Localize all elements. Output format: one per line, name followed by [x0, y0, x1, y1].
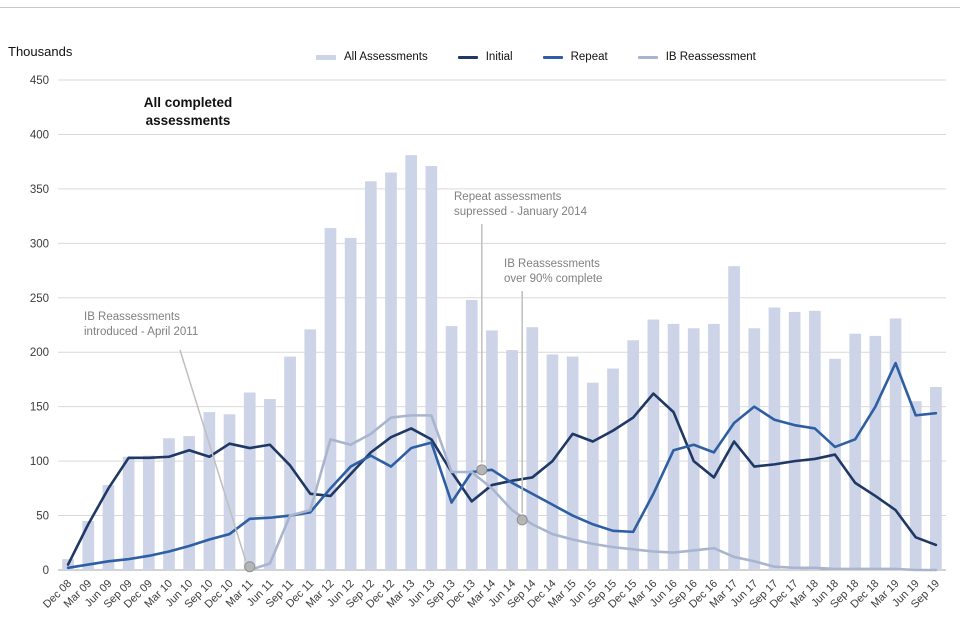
bar — [385, 172, 397, 571]
bar — [708, 323, 720, 570]
annotation-dot-ib-complete — [516, 514, 528, 526]
chart-legend: All Assessments Initial Repeat IB Reasse… — [316, 51, 756, 63]
legend-item-ib-reassessment: IB Reassessment — [637, 51, 756, 63]
bar — [243, 392, 256, 570]
annotation-all-completed-assessments: All completed assessments — [143, 95, 233, 128]
bar — [223, 414, 236, 570]
bar — [82, 521, 95, 570]
bar — [486, 330, 498, 570]
bar — [829, 358, 841, 570]
bar — [284, 356, 296, 570]
bar — [405, 155, 418, 570]
legend-label-repeat: Repeat — [570, 51, 608, 63]
y-tick-label: 250 — [30, 293, 49, 305]
bar — [607, 368, 619, 570]
y-tick-label: 200 — [30, 347, 49, 359]
line-repeat — [66, 361, 938, 570]
legend-swatch-initial — [457, 55, 478, 59]
legend-swatch-all-assessments — [316, 54, 336, 60]
bar — [142, 455, 155, 570]
y-tick-label: 150 — [30, 402, 49, 414]
bar — [465, 299, 478, 570]
bar — [748, 328, 761, 570]
bar — [768, 307, 781, 570]
bar — [344, 237, 357, 570]
bar — [425, 166, 438, 570]
annotation-markers — [179, 224, 528, 573]
bar — [586, 382, 599, 570]
y-tick-label: 300 — [30, 238, 49, 250]
legend-swatch-repeat — [542, 55, 563, 59]
bar — [869, 335, 882, 570]
bar — [687, 328, 700, 570]
bar — [102, 485, 115, 570]
bar — [122, 456, 135, 570]
bars-all-assessments — [62, 155, 942, 571]
annotation-dot-ib-introduced — [244, 561, 256, 573]
legend-swatch-ib-reassessment — [637, 55, 658, 59]
bar — [526, 327, 539, 570]
line-ib-reassessment — [248, 414, 938, 572]
bar — [849, 333, 862, 570]
bar — [183, 436, 196, 570]
bar — [627, 340, 640, 570]
bar — [264, 399, 276, 570]
bar — [728, 266, 740, 570]
y-tick-label: 350 — [30, 184, 49, 196]
legend-item-initial: Initial — [457, 51, 513, 63]
annotation-dot-repeat-suppressed — [476, 464, 488, 476]
bar — [163, 438, 175, 570]
bar — [445, 326, 458, 570]
bar — [909, 401, 922, 570]
legend-item-repeat: Repeat — [542, 51, 608, 63]
legend-label-all-assessments: All Assessments — [344, 51, 428, 63]
y-tick-label: 450 — [30, 75, 49, 87]
top-divider — [0, 7, 960, 8]
y-axis-title: Thousands — [8, 44, 73, 59]
y-tick-label: 100 — [30, 456, 49, 468]
bar — [788, 311, 801, 570]
legend-label-initial: Initial — [485, 51, 513, 63]
bar — [808, 310, 821, 570]
y-tick-label: 400 — [30, 129, 49, 141]
bar — [930, 387, 942, 570]
line-initial — [66, 392, 938, 566]
bar — [203, 412, 216, 570]
bar — [364, 181, 377, 570]
bar — [324, 228, 337, 571]
bar — [647, 319, 660, 570]
callout-line-ib-introduced — [179, 349, 247, 561]
bar — [667, 323, 680, 570]
bar — [889, 318, 902, 570]
y-tick-label: 0 — [43, 565, 49, 577]
bar — [304, 329, 317, 570]
bar — [506, 350, 518, 570]
annotation-repeat-assessments-suppressed: Repeat assessments supressed - January 2… — [454, 191, 587, 219]
y-tick-label: 50 — [36, 511, 49, 523]
annotation-ib-reassessments-introduced: IB Reassessments introduced - April 2011 — [84, 311, 199, 339]
legend-item-all-assessments: All Assessments — [316, 51, 428, 63]
legend-label-ib-reassessment: IB Reassessment — [665, 51, 756, 63]
annotation-ib-reassessments-complete: IB Reassessments over 90% complete — [504, 258, 603, 286]
bar — [566, 356, 579, 570]
